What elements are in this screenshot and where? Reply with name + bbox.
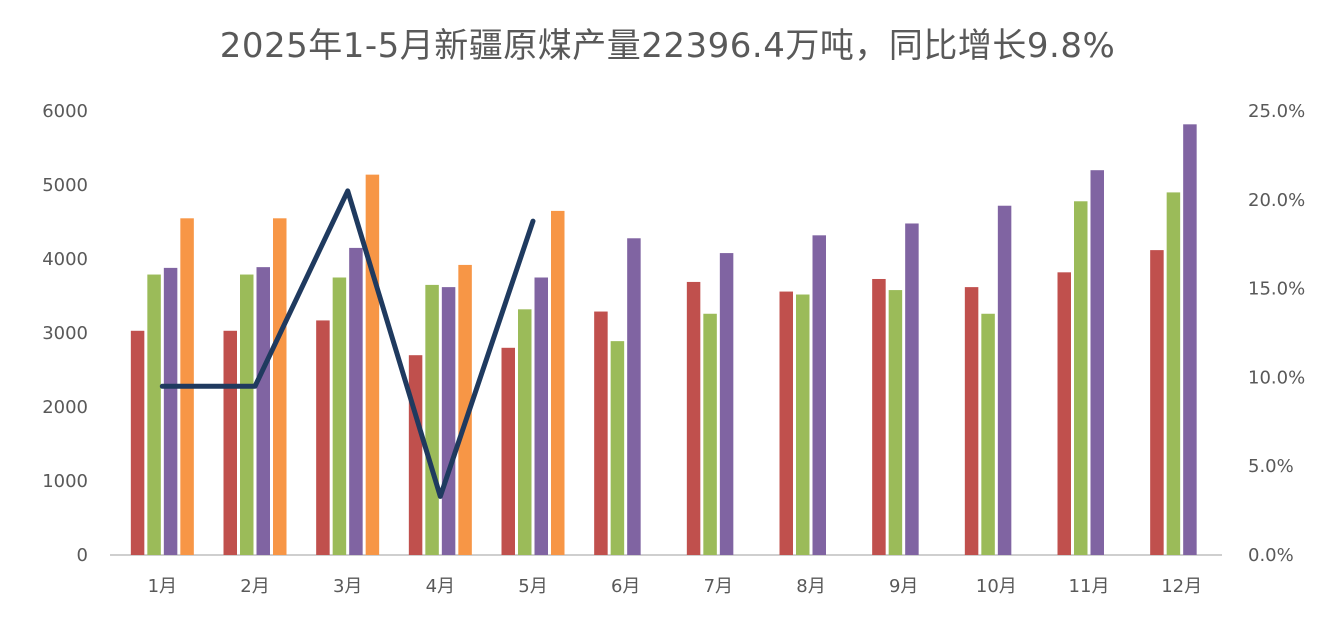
x-tick-label: 5月 [518,576,547,597]
bar [551,210,565,555]
x-tick-label: 1月 [148,576,177,597]
bar [273,218,287,556]
bar [458,264,472,555]
y2-tick-label: 25.0% [1248,101,1305,122]
y2-tick-label: 0.0% [1248,545,1294,566]
bar [779,291,793,555]
bar [130,330,145,555]
x-tick-label: 3月 [333,576,362,597]
bar [964,287,979,555]
bar [1150,250,1164,555]
bar [888,290,903,555]
y-tick-label: 5000 [42,175,88,196]
growth-line [159,188,536,499]
bar [1090,170,1104,555]
y-tick-label: 4000 [42,249,88,270]
bar [686,281,701,555]
bar [501,347,515,555]
bar [610,341,625,555]
bar [1166,192,1181,555]
bar [812,235,826,555]
bar [905,223,919,556]
x-tick-label: 12月 [1161,576,1202,597]
bar [703,313,717,555]
bar [365,174,380,555]
y2-tick-label: 10.0% [1248,367,1305,388]
bar [147,274,161,555]
bar [163,267,178,555]
bar [425,284,439,555]
bar [1057,272,1071,555]
x-tick-label: 4月 [426,576,455,597]
bar [796,294,810,555]
x-tick-label: 9月 [889,576,918,597]
x-tick-label: 11月 [1069,576,1110,597]
bar [223,330,237,555]
chart-title: 2025年1-5月新疆原煤产量22396.4万吨，同比增长9.8% [219,26,1116,66]
x-tick-label: 2月 [240,576,269,597]
y2-tick-label: 5.0% [1248,456,1294,477]
x-tick-label: 10月 [976,576,1017,597]
bar [518,309,532,555]
bar [316,320,330,555]
bar [534,277,548,555]
y2-tick-label: 20.0% [1248,190,1305,211]
x-tick-label: 8月 [796,576,825,597]
bar [408,355,423,555]
bar [872,278,886,555]
bar [981,313,995,555]
bar [997,205,1012,555]
y-tick-label: 1000 [42,471,88,492]
bar [349,247,363,555]
bar [1074,201,1088,555]
bar [594,311,608,555]
y-tick-label: 3000 [42,323,88,344]
y2-tick-label: 15.0% [1248,279,1305,300]
bar [1183,124,1197,555]
x-tick-label: 6月 [611,576,640,597]
bar [240,274,254,555]
y-tick-label: 2000 [42,397,88,418]
bar [256,267,270,555]
x-tick-label: 7月 [704,576,733,597]
bar [332,277,347,555]
y-tick-label: 6000 [42,101,88,122]
y-tick-label: 0 [77,545,88,566]
bar [441,287,456,555]
bar [627,238,641,555]
bar [719,253,734,555]
